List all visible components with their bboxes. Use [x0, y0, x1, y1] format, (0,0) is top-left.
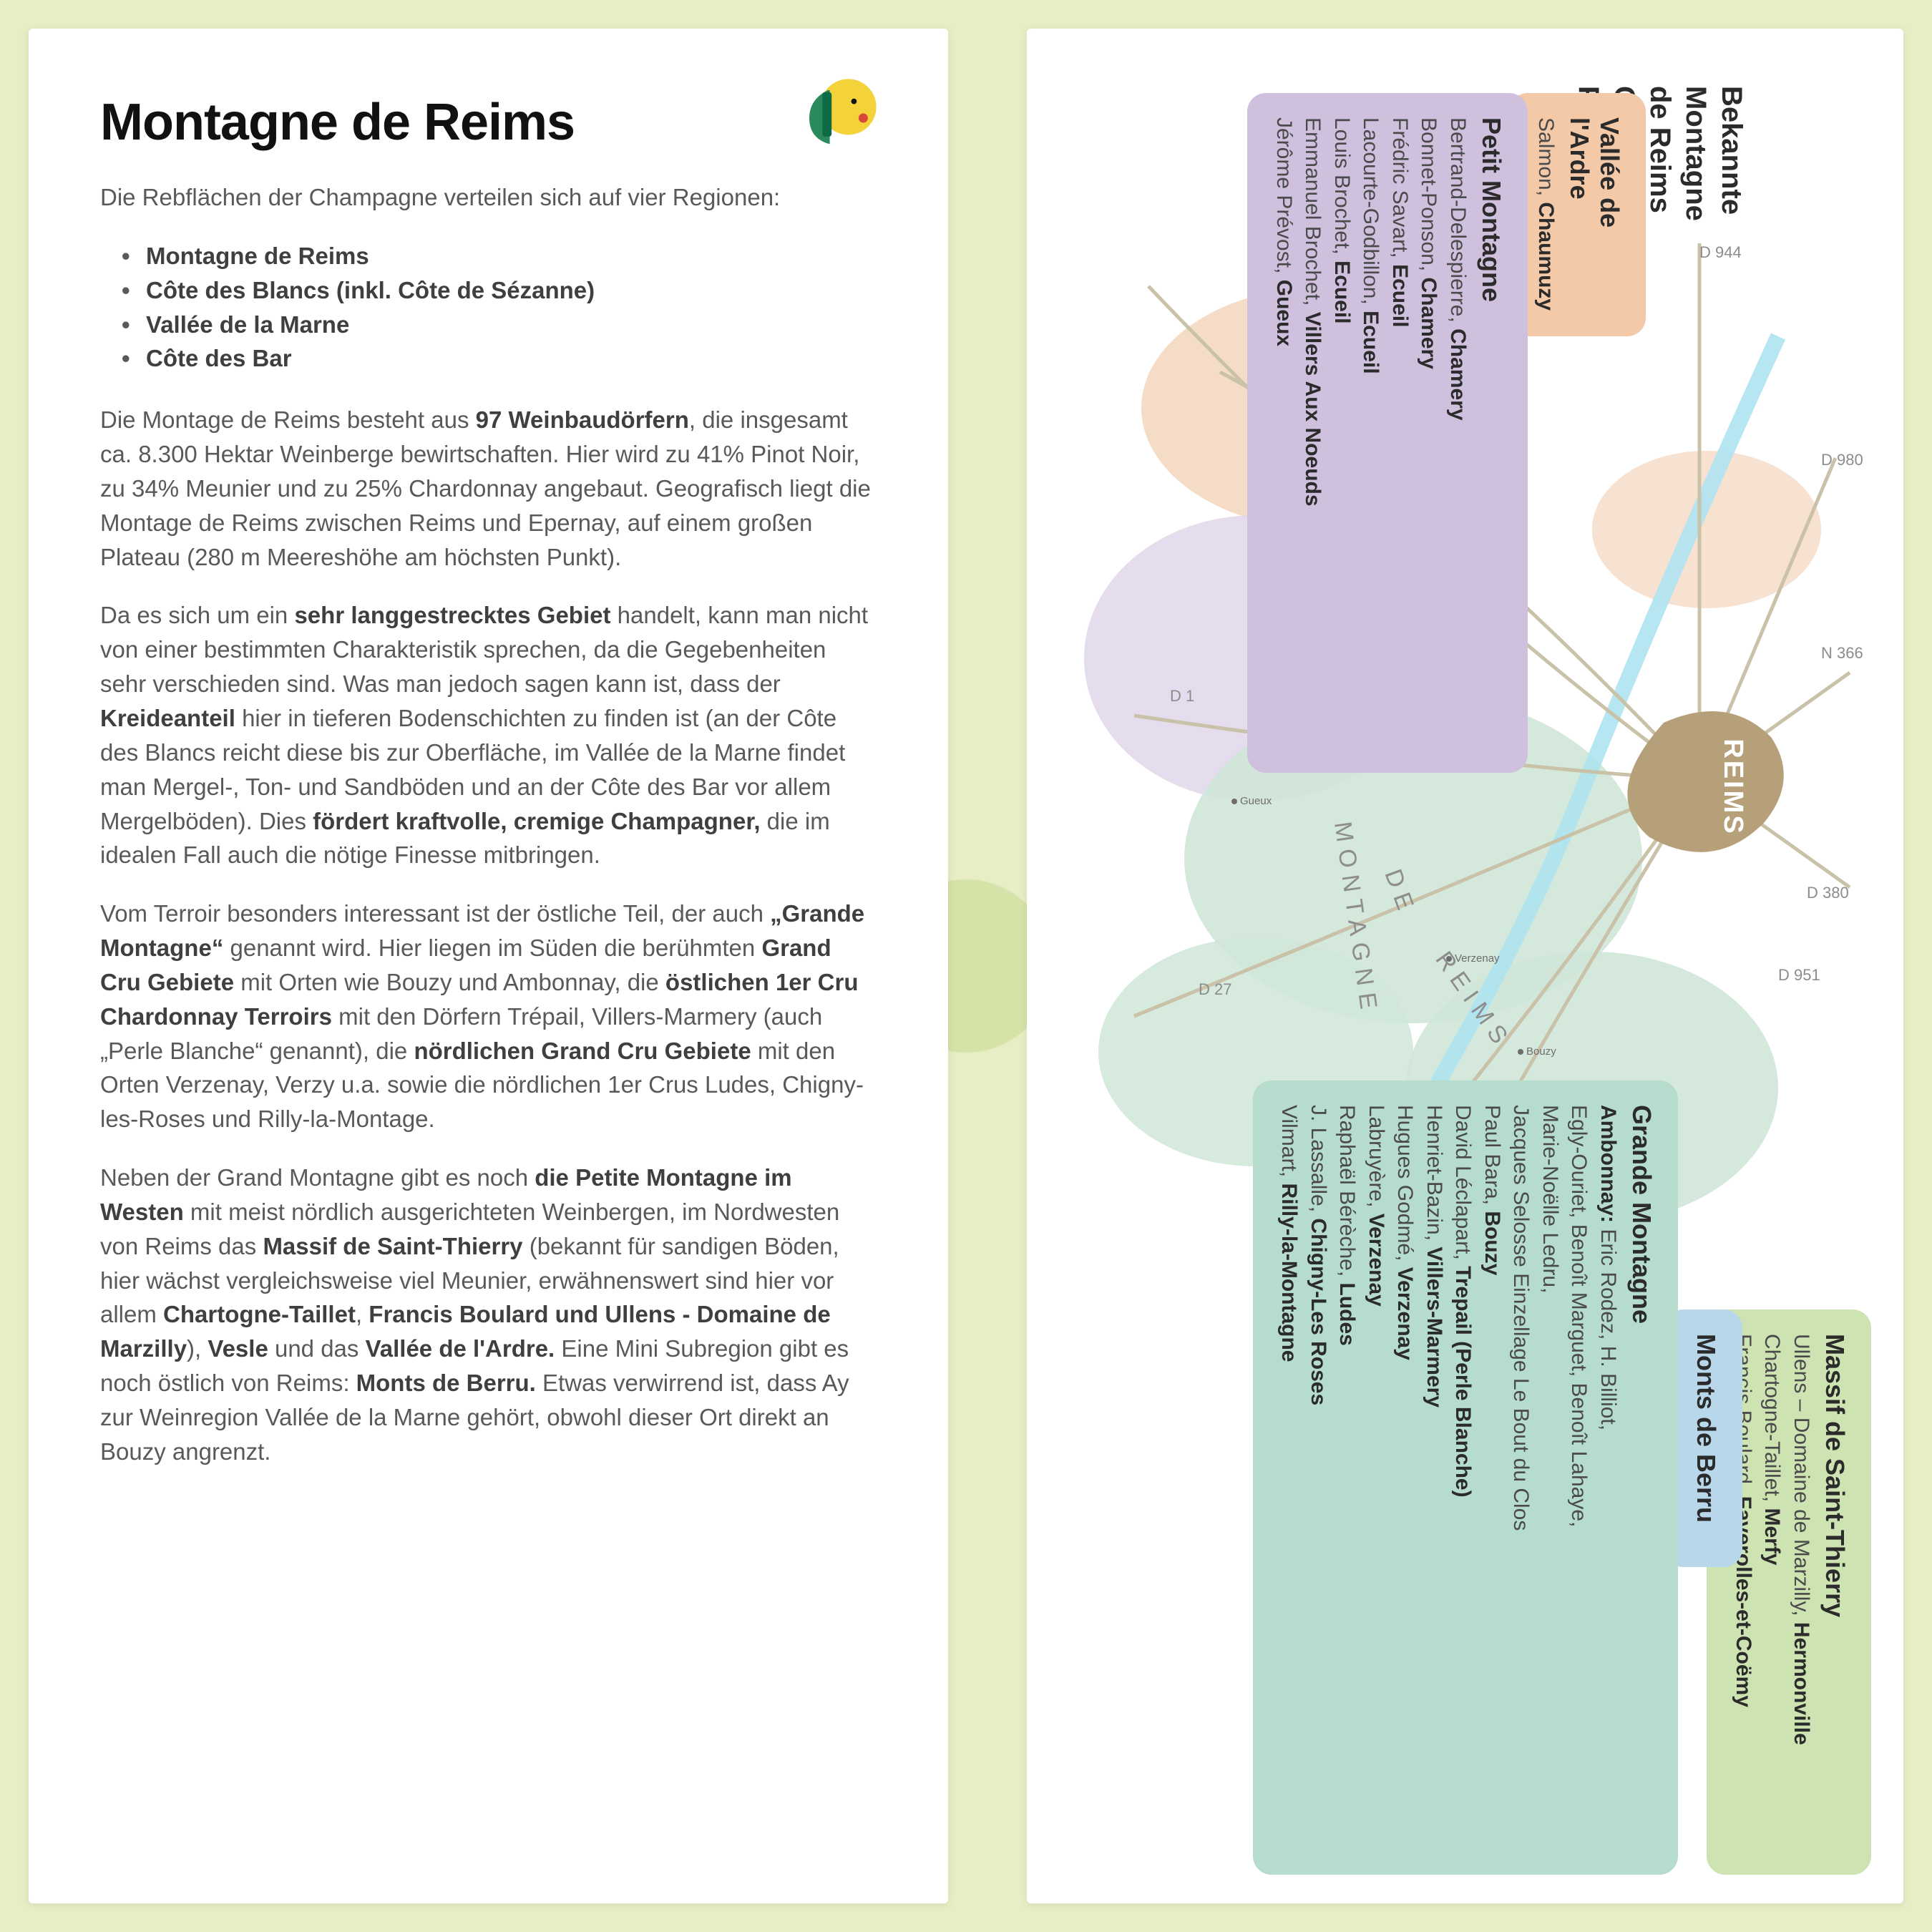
svg-text:D 951: D 951 — [1778, 966, 1820, 984]
page-right: Bekannte Montagne de Reims Champagner Pr… — [1027, 29, 1903, 1903]
region-box-petite: Petit Montagne Bertrand-Delespierre, Cha… — [1248, 93, 1528, 773]
svg-text:D 1: D 1 — [1170, 687, 1194, 705]
region-title: Petit Montagne — [1476, 117, 1506, 748]
region-box-ardre: Vallée de l'Ardre Salmon, Chaumuzy — [1510, 93, 1646, 336]
svg-text:D 980: D 980 — [1821, 451, 1863, 469]
body-paragraph: Vom Terroir besonders interessant ist de… — [100, 897, 877, 1136]
region-body: Ambonnay: Eric Rodez, H. Billiot,Egly-Ou… — [1274, 1105, 1622, 1850]
region-body: Salmon, Chaumuzy — [1531, 117, 1561, 312]
body-paragraph: Da es sich um ein sehr langgestrecktes G… — [100, 598, 877, 872]
region-title: Vallée de l'Ardre — [1564, 117, 1624, 312]
list-item: Vallée de la Marne — [122, 308, 877, 342]
svg-text:D 380: D 380 — [1807, 884, 1849, 902]
body-paragraph: Die Montage de Reims besteht aus 97 Wein… — [100, 403, 877, 574]
page-title: Montagne de Reims — [100, 93, 877, 152]
svg-text:Bouzy: Bouzy — [1526, 1045, 1556, 1058]
region-body: Bertrand-Delespierre, ChameryBonnet-Pons… — [1269, 117, 1473, 748]
region-title: Grande Montagne — [1626, 1105, 1657, 1850]
svg-text:D 27: D 27 — [1199, 980, 1231, 998]
svg-text:N 366: N 366 — [1821, 644, 1863, 662]
region-box-grande: Grande Montagne Ambonnay: Eric Rodez, H.… — [1253, 1080, 1678, 1875]
region-title: Massif de Saint-Thierry — [1820, 1334, 1850, 1850]
svg-text:Gueux: Gueux — [1240, 795, 1272, 807]
page-left: Montagne de Reims Die Rebflächen der Cha… — [29, 29, 948, 1903]
body-paragraph: Neben der Grand Montagne gibt es noch di… — [100, 1161, 877, 1469]
list-item: Côte des Blancs (inkl. Côte de Sézanne) — [122, 273, 877, 308]
brand-logo — [791, 72, 884, 165]
list-item: Côte des Bar — [122, 341, 877, 376]
list-item: Montagne de Reims — [122, 239, 877, 273]
intro-text: Die Rebflächen der Champagne verteilen s… — [100, 180, 877, 215]
map-city-label: REIMS — [1718, 738, 1748, 835]
regions-list: Montagne de Reims Côte des Blancs (inkl.… — [122, 239, 877, 376]
region-title: Monts de Berru — [1691, 1334, 1721, 1543]
svg-text:D 944: D 944 — [1699, 243, 1742, 261]
svg-text:Verzenay: Verzenay — [1455, 952, 1500, 965]
